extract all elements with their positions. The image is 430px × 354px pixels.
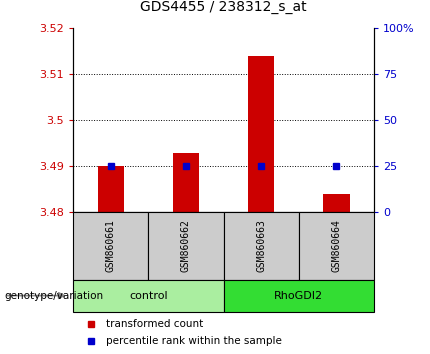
Text: GSM860663: GSM860663: [256, 219, 266, 273]
Text: genotype/variation: genotype/variation: [4, 291, 104, 301]
Bar: [98, 166, 124, 212]
Bar: [173, 153, 199, 212]
Text: control: control: [129, 291, 168, 301]
Bar: [323, 194, 350, 212]
Text: GSM860664: GSM860664: [332, 219, 341, 273]
Text: percentile rank within the sample: percentile rank within the sample: [106, 336, 282, 346]
Bar: [148, 212, 224, 280]
Bar: [73, 280, 224, 312]
Bar: [224, 280, 374, 312]
Text: GSM860662: GSM860662: [181, 219, 191, 273]
Text: RhoGDI2: RhoGDI2: [274, 291, 323, 301]
Text: GSM860661: GSM860661: [106, 219, 116, 273]
Bar: [299, 212, 374, 280]
Text: GDS4455 / 238312_s_at: GDS4455 / 238312_s_at: [140, 0, 307, 14]
Text: transformed count: transformed count: [106, 319, 203, 329]
Bar: [248, 56, 274, 212]
Bar: [73, 212, 148, 280]
Bar: [224, 212, 299, 280]
